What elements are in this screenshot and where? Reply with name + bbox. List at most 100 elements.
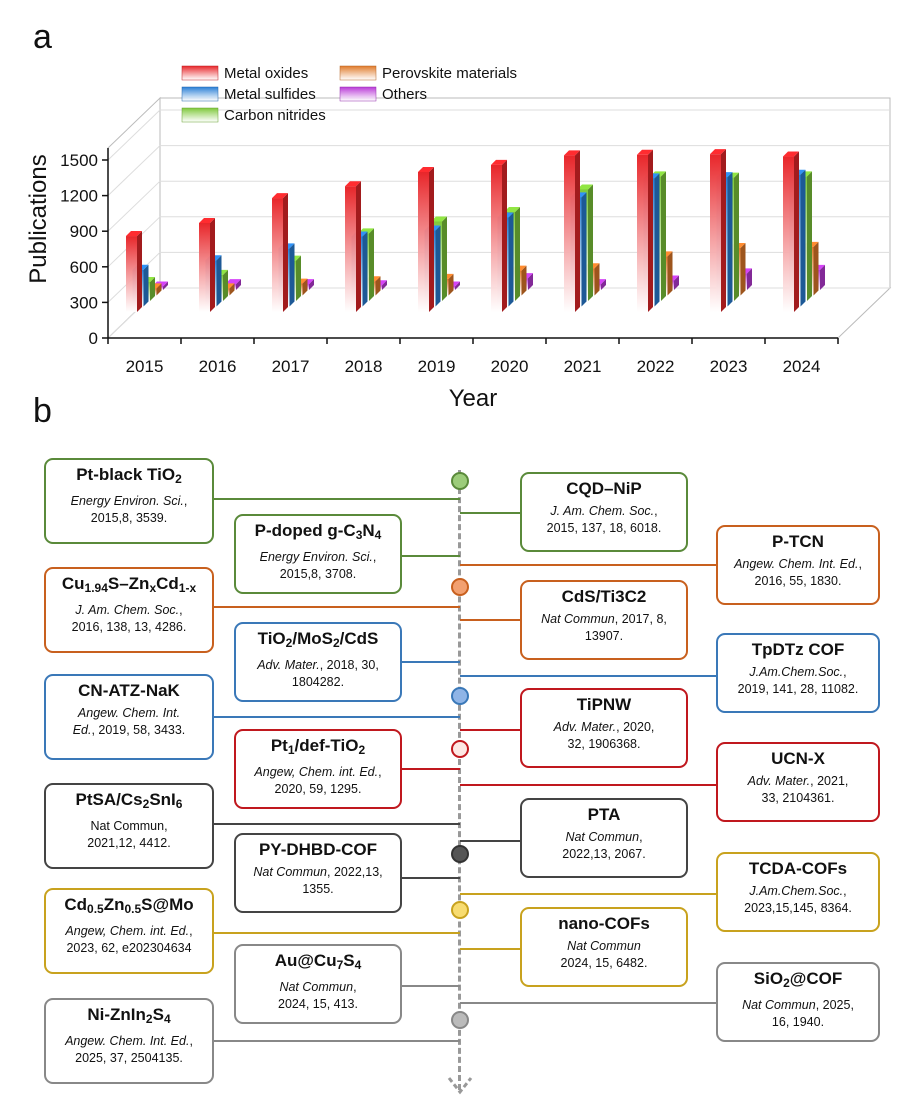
bar-others-2018-side: [382, 280, 387, 290]
gridline-side: [107, 109, 161, 161]
timeline-card-left-4: Cd0.5Zn0.5S@Mo Angew, Chem. int. Ed., 2023…: [44, 888, 214, 974]
legend-metal-oxides-swatch: [181, 65, 219, 81]
connector-right-1: [460, 675, 716, 677]
gridline-side: [107, 145, 161, 196]
connector-left-2: [214, 716, 460, 718]
connector-left-3: [214, 823, 460, 825]
bar-others-2023-side: [747, 268, 752, 290]
bar-perovskite-materials-2022-side: [667, 251, 673, 296]
timeline-card-midleft-1-title: TiO2/MoS2/CdS: [257, 629, 379, 650]
connector-right-3: [460, 893, 716, 895]
bar-metal-oxides-2022: [637, 154, 648, 312]
bar-metal-oxides-2017-side: [283, 193, 288, 312]
timeline-card-right-4-title: SiO2@COF: [753, 969, 843, 990]
timeline-card-midleft-4-reference: Nat Commun, 2024, 15, 413.: [278, 980, 358, 1011]
x-tick-label: 2022: [637, 357, 675, 376]
bar-others-2016-top: [225, 279, 241, 285]
timeline-card-left-2: CN-ATZ-NaK Angew. Chem. Int. Ed., 2019, 58…: [44, 674, 214, 760]
connector-left-0: [214, 498, 460, 500]
legend-metal-sulfides-label: Metal sulfides: [224, 86, 316, 103]
x-tick-label: 2021: [564, 357, 602, 376]
connector-midleft-3: [402, 877, 460, 879]
timeline-card-left-5-reference: Angew. Chem. Int. Ed., 2025, 37, 2504135.: [65, 1034, 193, 1065]
legend-metal-sulfides-swatch: [181, 86, 219, 102]
bar-metal-oxides-2017-top: [272, 193, 288, 199]
bar-metal-oxides-2017: [272, 198, 283, 312]
timeline-card-left-3-title: PtSA/Cs2SnI6: [75, 790, 183, 811]
legend-others-swatch: [339, 86, 377, 102]
bar-metal-oxides-2024-top: [783, 151, 799, 157]
timeline-card-left-4-title: Cd0.5Zn0.5S@Mo: [64, 895, 194, 916]
bar-perovskite-materials-2020-side: [521, 265, 527, 296]
timeline-dot-4: [451, 845, 469, 863]
y-tick-label: 1500: [60, 151, 98, 170]
timeline-dot-3: [451, 740, 469, 758]
bar-others-2021-side: [601, 279, 606, 290]
connector-left-1: [214, 606, 460, 608]
bar-others-2015-side: [163, 281, 168, 290]
bar-perovskite-materials-2015-side: [156, 283, 162, 296]
bar-perovskite-materials-2016-side: [229, 283, 235, 296]
timeline-card-midright-3-reference: Nat Commun, 2022,13, 2067.: [562, 830, 646, 861]
bar-carbon-nitrides-2020-top: [504, 207, 520, 212]
bar-metal-oxides-2024: [783, 156, 794, 312]
bar-metal-oxides-2023-top: [710, 149, 726, 155]
bar-metal-sulfides-2015-side: [143, 264, 149, 307]
timeline-card-midleft-4-title: Au@Cu7S4: [274, 951, 362, 972]
timeline-card-midright-2-title: TiPNW: [576, 695, 632, 714]
timeline-card-right-0-reference: Angew. Chem. Int. Ed., 2016, 55, 1830.: [734, 557, 862, 588]
bar-metal-oxides-2018-top: [345, 181, 361, 187]
x-tick-label: 2018: [345, 357, 383, 376]
bar-metal-oxides-2015: [126, 236, 137, 312]
timeline-card-midright-1: CdS/Ti3C2 Nat Commun, 2017, 8, 13907.: [520, 580, 688, 660]
timeline-card-right-4: SiO2@COF Nat Commun, 2025, 16, 1940.: [716, 962, 880, 1042]
bar-carbon-nitrides-2020-side: [515, 207, 520, 301]
bar-metal-oxides-2021-top: [564, 150, 580, 156]
bar-metal-oxides-2022-top: [637, 149, 653, 155]
connector-left-5: [214, 1040, 460, 1042]
x-tick-label: 2019: [418, 357, 456, 376]
timeline-card-midright-2: TiPNW Adv. Mater., 2020, 32, 1906368.: [520, 688, 688, 768]
bar-metal-sulfides-2022-side: [654, 173, 660, 307]
timeline-card-left-0: Pt-black TiO2 Energy Environ. Sci., 2015,8…: [44, 458, 214, 544]
timeline-card-left-2-title: CN-ATZ-NaK: [78, 681, 180, 700]
timeline-card-midleft-1-reference: Adv. Mater., 2018, 30, 1804282.: [257, 658, 379, 689]
bar-metal-oxides-2018: [345, 186, 356, 312]
timeline-card-midleft-1: TiO2/MoS2/CdS Adv. Mater., 2018, 30, 18042…: [234, 622, 402, 702]
bar-carbon-nitrides-2019-top: [431, 216, 447, 222]
timeline-card-midleft-0: P-doped g-C3N4 Energy Environ. Sci., 2015,…: [234, 514, 402, 594]
bar-metal-oxides-2022-side: [648, 149, 653, 312]
bar-carbon-nitrides-2021-top: [577, 184, 593, 190]
timeline-card-left-1-reference: J. Am. Chem. Soc., 2016, 138, 13, 4286.: [71, 603, 187, 634]
timeline-card-midleft-3: PY-DHBD-COF Nat Commun, 2022,13, 1355.: [234, 833, 402, 913]
y-tick-label: 0: [89, 329, 98, 348]
y-tick-label: 900: [70, 222, 98, 241]
x-tick-label: 2024: [783, 357, 821, 376]
timeline-dot-6: [451, 1011, 469, 1029]
bar-carbon-nitrides-2015-side: [150, 277, 155, 301]
legend-perovskite-materials-swatch: [339, 65, 377, 81]
bar-metal-oxides-2021-side: [575, 150, 580, 312]
bar-metal-oxides-2018-side: [356, 181, 361, 312]
bar-metal-sulfides-2019-side: [435, 225, 441, 307]
timeline-card-right-1: TpDTz COF J.Am.Chem.Soc., 2019, 141, 28, 1…: [716, 633, 880, 713]
timeline-card-midright-1-title: CdS/Ti3C2: [561, 587, 647, 606]
connector-midright-4: [460, 948, 520, 950]
bar-carbon-nitrides-2019-side: [442, 216, 447, 301]
bar-metal-oxides-2015-top: [126, 231, 142, 237]
bar-metal-oxides-2019: [418, 171, 429, 312]
connector-right-2: [460, 784, 716, 786]
bar-carbon-nitrides-2016-side: [223, 269, 228, 301]
timeline-card-midright-4: nano-COFs Nat Commun 2024, 15, 6482.: [520, 907, 688, 987]
bar-carbon-nitrides-2017-side: [296, 255, 301, 301]
timeline-card-left-1: Cu1.94S–ZnxCd1-x J. Am. Chem. Soc., 2016, …: [44, 567, 214, 653]
timeline-card-midleft-2-reference: Angew, Chem. int. Ed., 2020, 59, 1295.: [254, 765, 382, 796]
timeline-card-right-2: UCN-X Adv. Mater., 2021, 33, 2104361.: [716, 742, 880, 822]
timeline-card-left-2-reference: Angew. Chem. Int. Ed., 2019, 58, 3433.: [72, 706, 186, 737]
timeline-card-midleft-0-title: P-doped g-C3N4: [254, 521, 382, 542]
legend-metal-oxides-label: Metal oxides: [224, 65, 308, 82]
bar-perovskite-materials-2018-side: [375, 276, 381, 296]
timeline-card-right-1-title: TpDTz COF: [751, 640, 845, 659]
timeline-card-midleft-2-title: Pt1/def-TiO2: [270, 736, 366, 757]
